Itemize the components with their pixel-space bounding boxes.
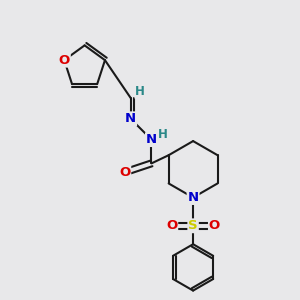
Text: H: H [135,85,145,98]
Text: N: N [125,112,136,125]
Text: O: O [209,219,220,232]
Text: H: H [158,128,168,141]
Text: N: N [188,191,199,204]
Text: O: O [58,54,70,67]
Text: O: O [119,166,130,179]
Text: N: N [146,133,157,146]
Text: O: O [166,219,177,232]
Text: S: S [188,219,198,232]
